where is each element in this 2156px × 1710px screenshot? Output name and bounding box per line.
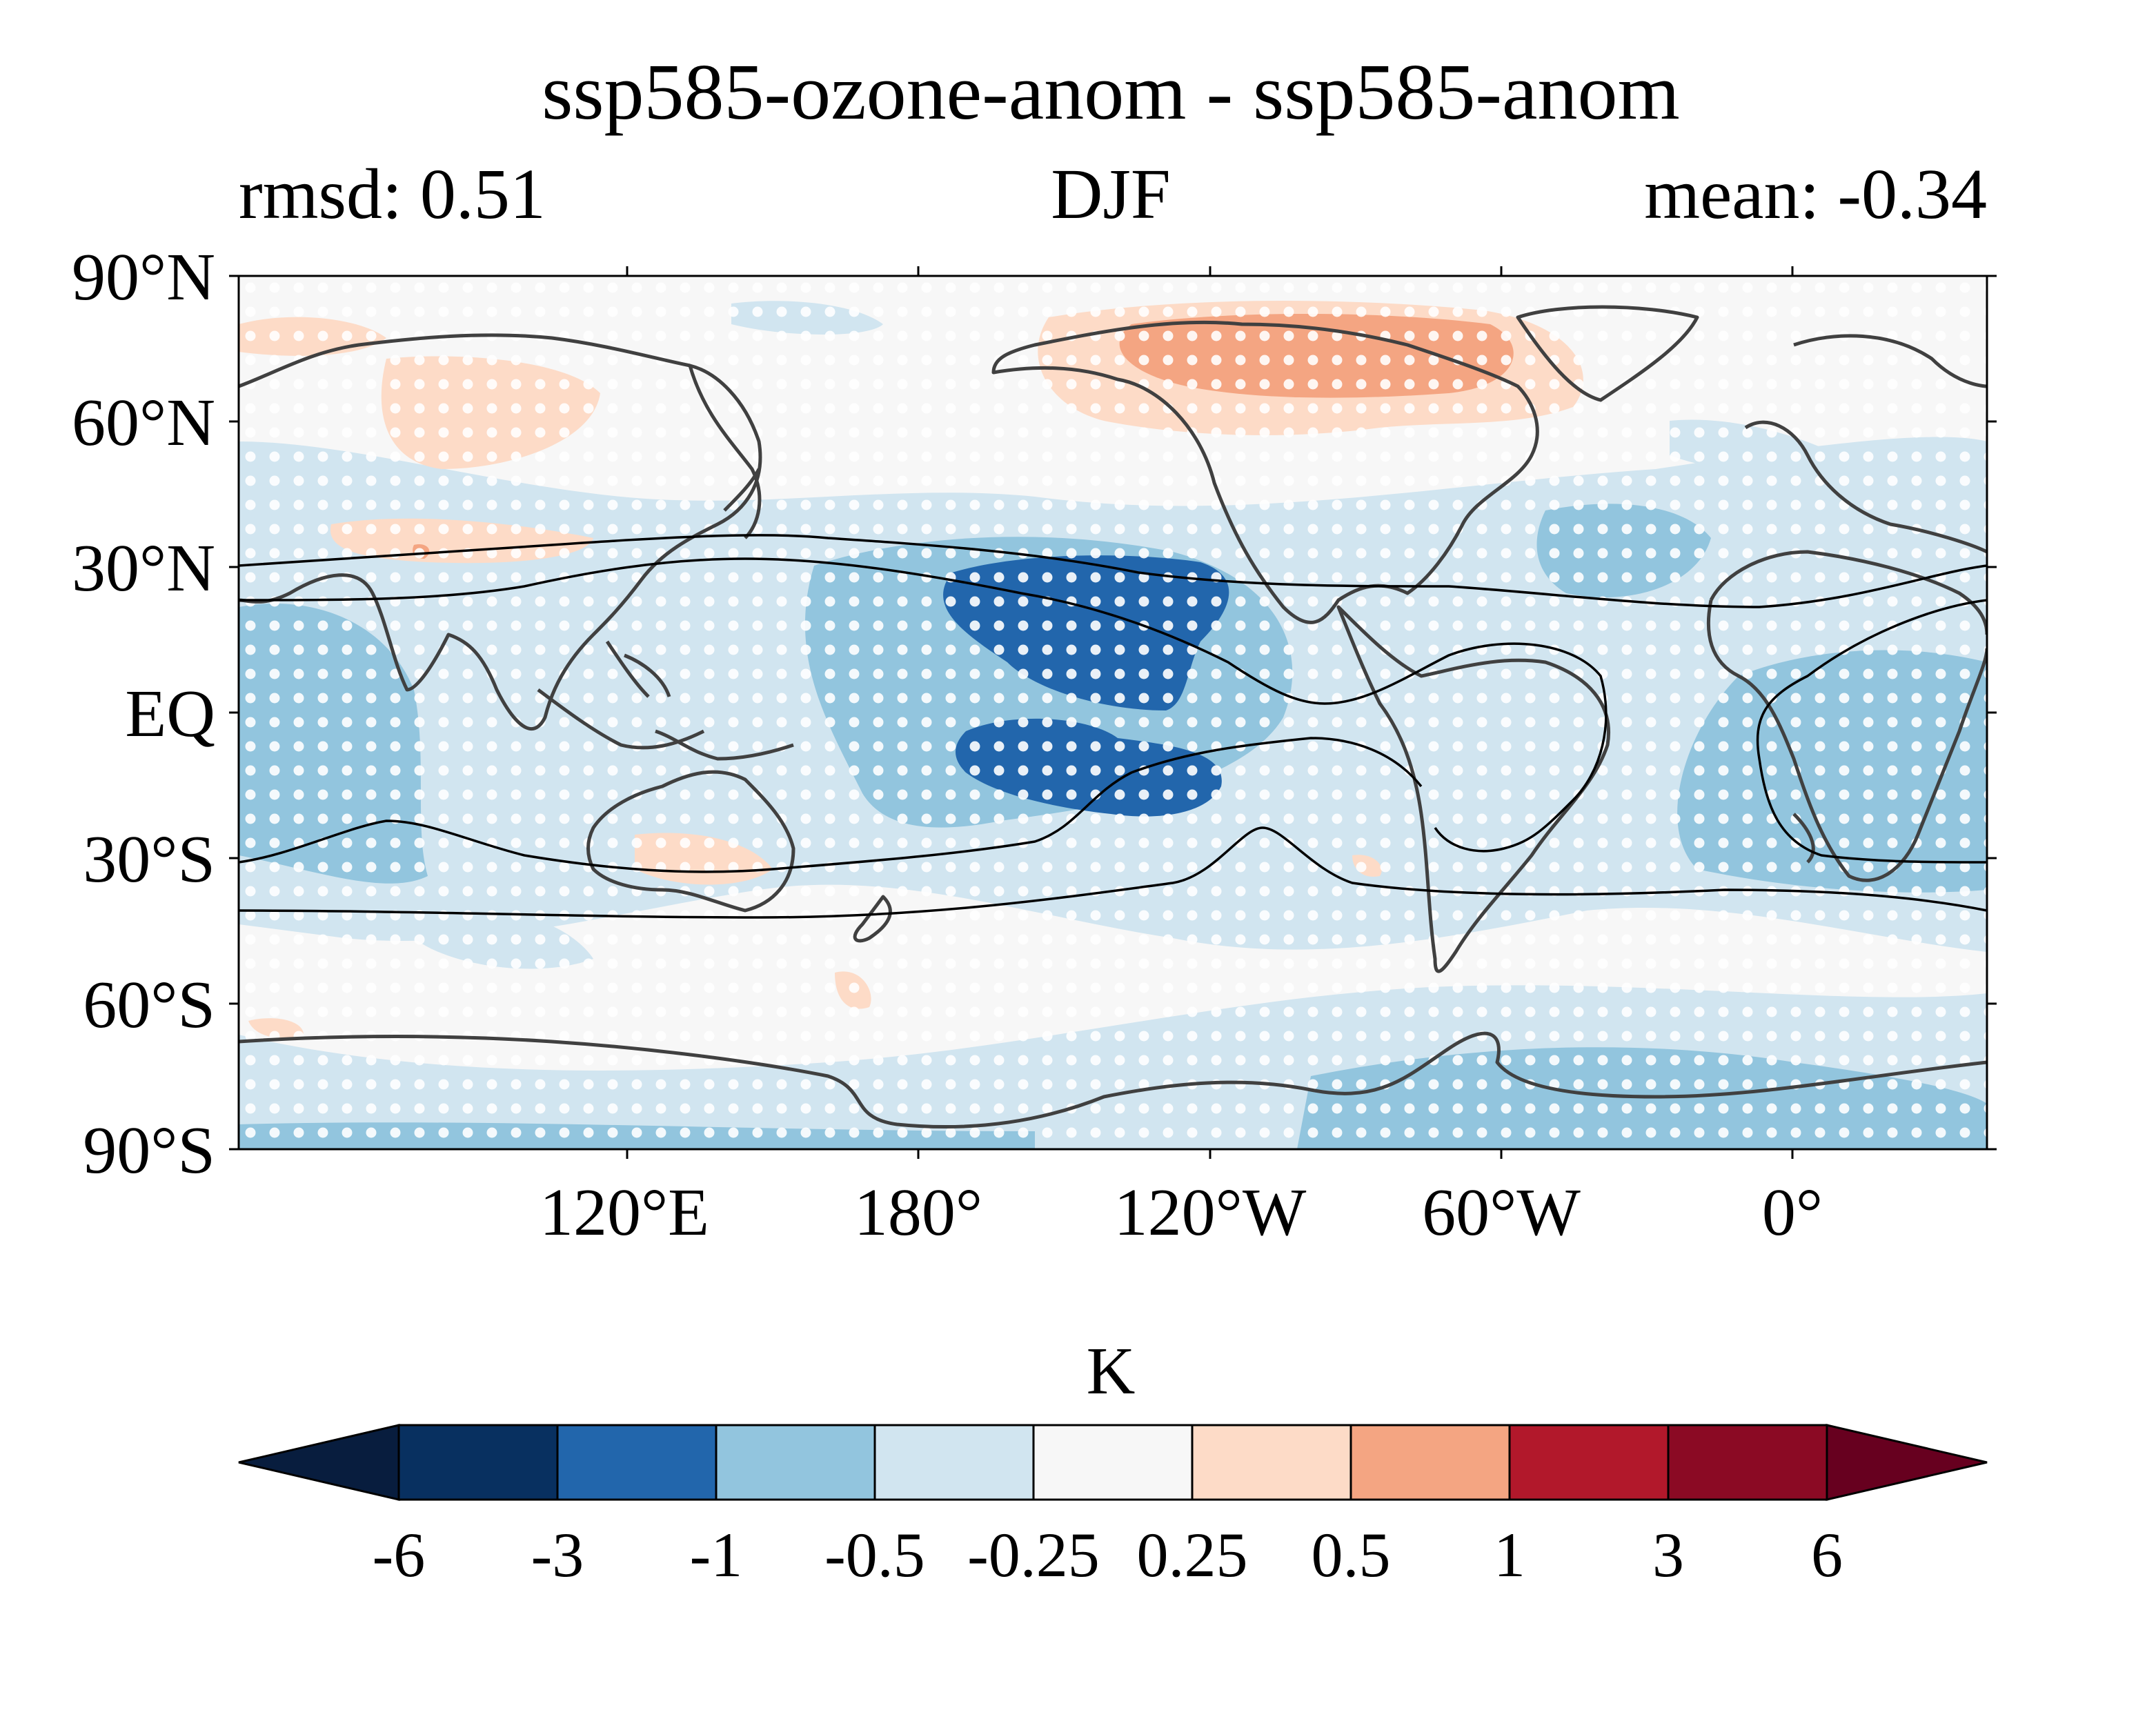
- x-tick-120e: 120°E: [540, 1175, 709, 1250]
- subtitle-rmsd: rmsd: 0.51: [239, 155, 546, 234]
- cb-tick: 1: [1494, 1520, 1525, 1590]
- cb-tick: 0.25: [1137, 1520, 1248, 1590]
- colorbar-bin-7: [1349, 1424, 1511, 1501]
- colorbar-label: K: [1087, 1334, 1136, 1409]
- cb-tick: 6: [1811, 1520, 1843, 1590]
- colorbar: [238, 1424, 1988, 1501]
- colorbar-bin-1: [397, 1424, 559, 1501]
- cb-tick: 0.5: [1312, 1520, 1391, 1590]
- y-tick-labels: 90°N 60°N 30°N EQ 30°S 60°S 90°S: [72, 240, 215, 1188]
- x-tick-60w: 60°W: [1422, 1175, 1581, 1250]
- colorbar-extend-high: [1826, 1424, 1988, 1501]
- subtitle-season: DJF: [1051, 155, 1170, 234]
- colorbar-bin-4: [873, 1424, 1035, 1501]
- significance-stipple: [239, 276, 1987, 1149]
- figure-title: ssp585-ozone-anom - ssp585-anom: [542, 48, 1680, 137]
- x-tick-120w: 120°W: [1114, 1175, 1307, 1250]
- y-tick-30n: 30°N: [72, 531, 215, 606]
- cb-tick: -0.5: [824, 1520, 925, 1590]
- colorbar-bin-8: [1508, 1424, 1670, 1501]
- map-panel: [239, 276, 1987, 1149]
- tick-marks: [229, 266, 1997, 1159]
- x-tick-labels: 120°E 180° 120°W 60°W 0°: [540, 1175, 1823, 1250]
- y-tick-60s: 60°S: [83, 968, 215, 1042]
- colorbar-tick-labels: -6 -3 -1 -0.5 -0.25 0.25 0.5 1 3 6: [373, 1520, 1843, 1590]
- colorbar-bin-9: [1667, 1424, 1828, 1501]
- colorbar-bin-6: [1191, 1424, 1352, 1501]
- y-tick-30s: 30°S: [83, 822, 215, 897]
- cb-tick: -6: [373, 1520, 426, 1590]
- cb-tick: -3: [531, 1520, 584, 1590]
- colorbar-bin-3: [715, 1424, 876, 1501]
- subtitle-mean: mean: -0.34: [1644, 155, 1987, 234]
- y-tick-60n: 60°N: [72, 386, 215, 460]
- colorbar-bin-5: [1032, 1424, 1194, 1501]
- y-tick-90s: 90°S: [83, 1113, 215, 1188]
- colorbar-bin-2: [556, 1424, 718, 1501]
- y-tick-eq: EQ: [125, 677, 215, 751]
- y-tick-90n: 90°N: [72, 240, 215, 315]
- cb-tick: 3: [1652, 1520, 1684, 1590]
- cb-tick: -0.25: [967, 1520, 1100, 1590]
- colorbar-extend-low: [238, 1424, 400, 1501]
- x-tick-0: 0°: [1762, 1175, 1823, 1250]
- x-tick-180: 180°: [854, 1175, 982, 1250]
- cb-tick: -1: [690, 1520, 743, 1590]
- coastlines: [239, 305, 1987, 1129]
- contour-lines: [239, 534, 1987, 919]
